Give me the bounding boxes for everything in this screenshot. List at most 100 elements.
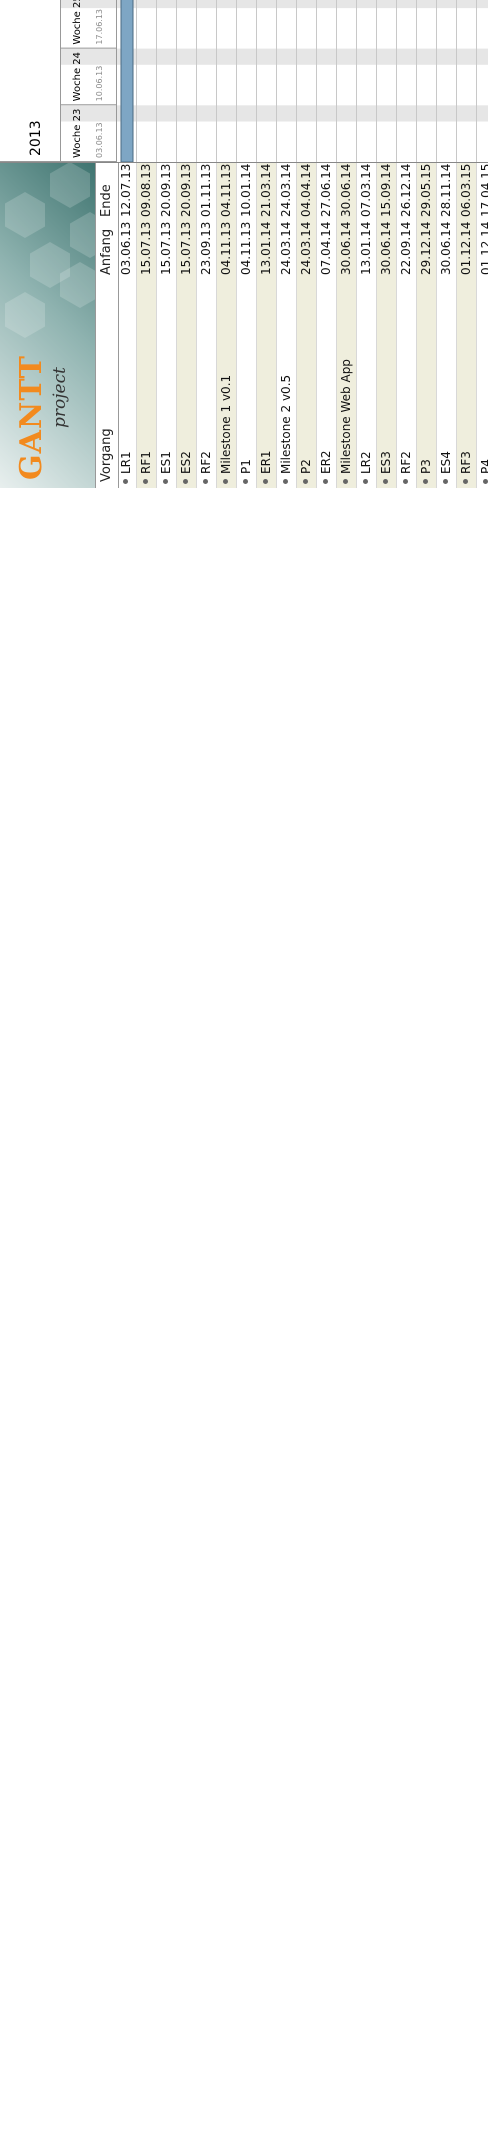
bullet-icon [303, 479, 308, 484]
task-end: 20.09.13 [179, 163, 193, 217]
table-row[interactable]: RF2 23.09.13 01.11.13 [197, 163, 217, 488]
task-name: RF2 [199, 451, 213, 474]
bullet-icon [263, 479, 268, 484]
task-start: 15.07.13 [159, 221, 173, 275]
task-start: 23.09.13 [199, 221, 213, 275]
table-row[interactable]: LR2 13.01.14 07.03.14 [357, 163, 377, 488]
task-name: LR1 [119, 451, 133, 474]
task-end: 04.11.13 [219, 163, 233, 217]
task-name: ES4 [439, 451, 453, 474]
task-end: 21.03.14 [259, 163, 273, 217]
table-row[interactable]: ER2 07.04.14 27.06.14 [317, 163, 337, 488]
task-start: 13.01.14 [359, 221, 373, 275]
task-name: LR2 [359, 451, 373, 474]
header-end[interactable]: Ende [99, 184, 114, 217]
ganttproject-logo: GANTT project [0, 163, 95, 488]
week-band [60, 0, 117, 162]
task-start: 04.11.13 [239, 221, 253, 275]
table-row[interactable]: Milestone 1 v0.1 04.11.13 04.11.13 [217, 163, 237, 488]
header-task[interactable]: Vorgang [99, 428, 114, 482]
task-start: 01.12.14 [479, 221, 488, 275]
task-end: 17.04.15 [479, 163, 488, 217]
table-row[interactable]: RF3 01.12.14 06.03.15 [457, 163, 477, 488]
bullet-icon [483, 479, 488, 484]
table-row[interactable]: P2 24.03.14 04.04.14 [297, 163, 317, 488]
task-bar[interactable] [120, 0, 134, 162]
bullet-icon [223, 479, 228, 484]
task-end: 20.09.13 [159, 163, 173, 217]
table-row[interactable]: RF1 15.07.13 09.08.13 [137, 163, 157, 488]
task-name: ER1 [259, 450, 273, 474]
table-row[interactable]: P4 01.12.14 17.04.15 [477, 163, 488, 488]
table-row[interactable]: Milestone Web App 30.06.14 30.06.14 [337, 163, 357, 488]
bullet-icon [183, 479, 188, 484]
bullet-icon [243, 479, 248, 484]
task-name: RF3 [459, 451, 473, 474]
task-end: 09.08.13 [139, 163, 153, 217]
logo-text: GANTT [14, 355, 49, 480]
table-row[interactable]: P3 29.12.14 29.05.15 [417, 163, 437, 488]
gantt-chart: Woche 23 03.06.13 Woche 24 10.06.13 Woche 25… [0, 0, 488, 163]
task-end: 27.06.14 [319, 163, 333, 217]
task-end: 01.11.13 [199, 163, 213, 217]
bullet-icon [163, 479, 168, 484]
week-date-label: 17.06.13 [95, 9, 104, 45]
task-name: Milestone Web App [339, 359, 353, 474]
task-name: RF1 [139, 451, 153, 474]
task-end: 24.03.14 [279, 163, 293, 217]
task-end: 04.04.14 [299, 163, 313, 217]
task-start: 30.06.14 [379, 221, 393, 275]
table-row[interactable]: Milestone 2 v0.5 24.03.14 24.03.14 [277, 163, 297, 488]
task-start: 24.03.14 [279, 221, 293, 275]
task-name: ER2 [319, 450, 333, 474]
task-start: 24.03.14 [299, 221, 313, 275]
task-end: 28.11.14 [439, 163, 453, 217]
task-name: P2 [299, 459, 313, 474]
task-table-body: LR1 03.06.13 12.07.13 RF1 15.07.13 09.08.13 ES… [117, 163, 488, 488]
week-label: Woche 25 [72, 0, 83, 45]
bullet-icon [423, 479, 428, 484]
weekend-shade [60, 0, 488, 9]
task-end: 26.12.14 [399, 163, 413, 217]
header-start[interactable]: Anfang [99, 228, 114, 275]
table-row[interactable]: ER1 13.01.14 21.03.14 [257, 163, 277, 488]
task-start: 04.11.13 [219, 221, 233, 275]
weekend-shade [60, 48, 488, 65]
task-name: Milestone 1 v0.1 [219, 374, 233, 474]
table-row[interactable]: LR1 03.06.13 12.07.13 [117, 163, 137, 488]
week-label: Woche 24 [72, 52, 83, 101]
task-end: 30.06.14 [339, 163, 353, 217]
task-start: 07.04.14 [319, 221, 333, 275]
table-row[interactable]: P1 04.11.13 10.01.14 [237, 163, 257, 488]
task-start: 30.06.14 [339, 221, 353, 275]
task-end: 29.05.15 [419, 163, 433, 217]
task-table-header: Vorgang Anfang Ende [95, 163, 119, 488]
weekend-shade [60, 105, 488, 122]
bullet-icon [403, 479, 408, 484]
bullet-icon [203, 479, 208, 484]
logo-subtext: project [50, 367, 70, 428]
bullet-icon [143, 479, 148, 484]
bullet-icon [443, 479, 448, 484]
table-row[interactable]: ES2 15.07.13 20.09.13 [177, 163, 197, 488]
task-start: 29.12.14 [419, 221, 433, 275]
task-start: 15.07.13 [179, 221, 193, 275]
task-start: 13.01.14 [259, 221, 273, 275]
task-name: ES2 [179, 451, 193, 474]
table-row[interactable]: RF2 22.09.14 26.12.14 [397, 163, 417, 488]
bullet-icon [283, 479, 288, 484]
year-label: 2013 [28, 120, 44, 156]
table-row[interactable]: ES1 15.07.13 20.09.13 [157, 163, 177, 488]
task-end: 15.09.14 [379, 163, 393, 217]
task-start: 01.12.14 [459, 221, 473, 275]
task-start: 15.07.13 [139, 221, 153, 275]
table-row[interactable]: ES4 30.06.14 28.11.14 [437, 163, 457, 488]
gantt-stage: GANTT project Vorgang Anfang Ende LR1 03.… [0, 0, 488, 488]
task-name: ES3 [379, 451, 393, 474]
task-name: P4 [479, 459, 488, 474]
task-start: 03.06.13 [119, 221, 133, 275]
table-row[interactable]: ES3 30.06.14 15.09.14 [377, 163, 397, 488]
bullet-icon [343, 479, 348, 484]
week-date-label: 03.06.13 [95, 122, 104, 158]
bullet-icon [463, 479, 468, 484]
